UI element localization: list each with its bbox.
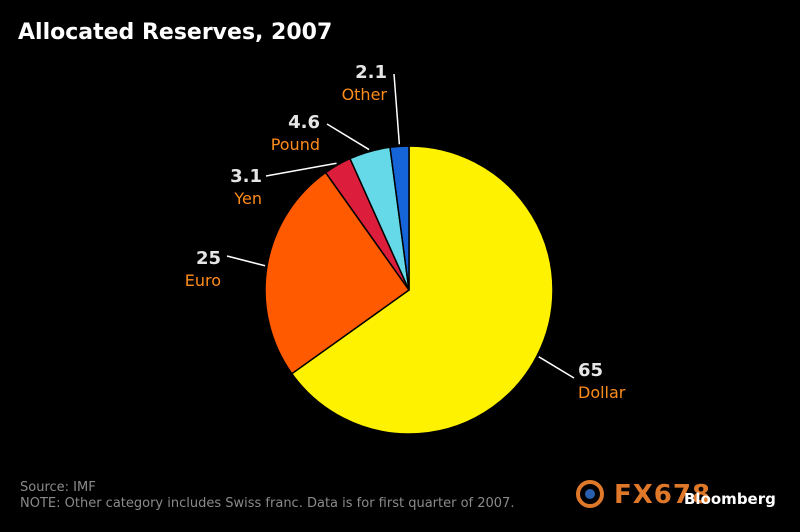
leader-line-other bbox=[393, 73, 401, 145]
pie-slice-dollar bbox=[290, 145, 554, 435]
pie-slice-euro bbox=[264, 171, 411, 375]
leader-line-euro bbox=[226, 255, 266, 267]
bloomberg-brand: Bloomberg bbox=[684, 490, 776, 508]
fx678-logo-icon bbox=[576, 480, 604, 508]
pie-slice-other bbox=[389, 145, 410, 291]
leader-line-pound bbox=[326, 123, 370, 151]
watermark-site: FX678 bbox=[614, 480, 712, 510]
category-label-pound: Pound bbox=[271, 135, 320, 154]
category-label-euro: Euro bbox=[185, 271, 221, 290]
leader-line-yen bbox=[265, 162, 337, 177]
leader-line-dollar bbox=[538, 356, 575, 379]
value-label-dollar: 65 bbox=[578, 360, 603, 381]
value-label-other: 2.1 bbox=[355, 62, 387, 83]
category-label-yen: Yen bbox=[233, 189, 262, 208]
category-label-other: Other bbox=[342, 85, 388, 104]
value-label-euro: 25 bbox=[196, 248, 221, 269]
value-label-yen: 3.1 bbox=[230, 166, 262, 187]
source-note: Source: IMF bbox=[20, 480, 96, 495]
value-label-pound: 4.6 bbox=[288, 112, 320, 133]
watermark-logo: FX678 Bloomberg bbox=[574, 478, 784, 514]
footnote: NOTE: Other category includes Swiss fran… bbox=[20, 496, 515, 511]
category-label-dollar: Dollar bbox=[578, 383, 626, 402]
chart-title: Allocated Reserves, 2007 bbox=[18, 20, 333, 45]
